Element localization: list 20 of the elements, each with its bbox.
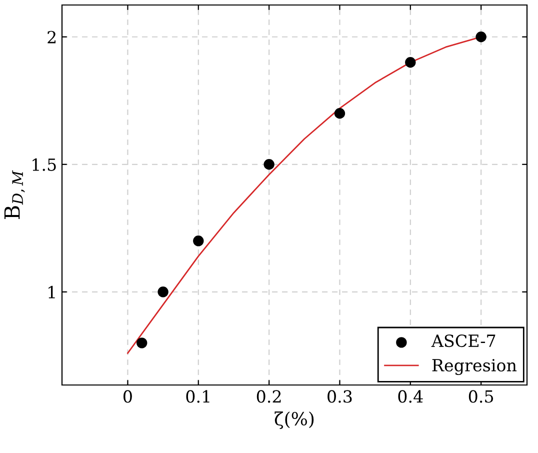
y-tick-label: 2: [48, 30, 56, 44]
point: [193, 236, 204, 246]
point: [136, 338, 148, 348]
y-tick-label: 1.5: [32, 158, 56, 171]
point: [158, 286, 168, 298]
x-tick-label: 0.1: [186, 390, 210, 403]
x-tick-label: 0.4: [398, 390, 423, 403]
point: [476, 32, 486, 42]
x-axis-title: ζ(%): [274, 412, 314, 430]
x-tick-label: 0.2: [256, 390, 281, 403]
legend-label: Regresion: [432, 359, 517, 375]
point: [405, 57, 416, 68]
x-tick-label: 0.3: [328, 390, 352, 403]
x-tick-label: 0: [124, 390, 132, 403]
point: [334, 108, 346, 119]
point: [264, 159, 274, 170]
y-axis-title: B$_{D,M}$: [4, 170, 25, 219]
x-tick-label: 0.5: [468, 390, 494, 403]
legend-label: ASCE-7: [431, 334, 496, 348]
y-tick-label: 1: [48, 286, 55, 298]
